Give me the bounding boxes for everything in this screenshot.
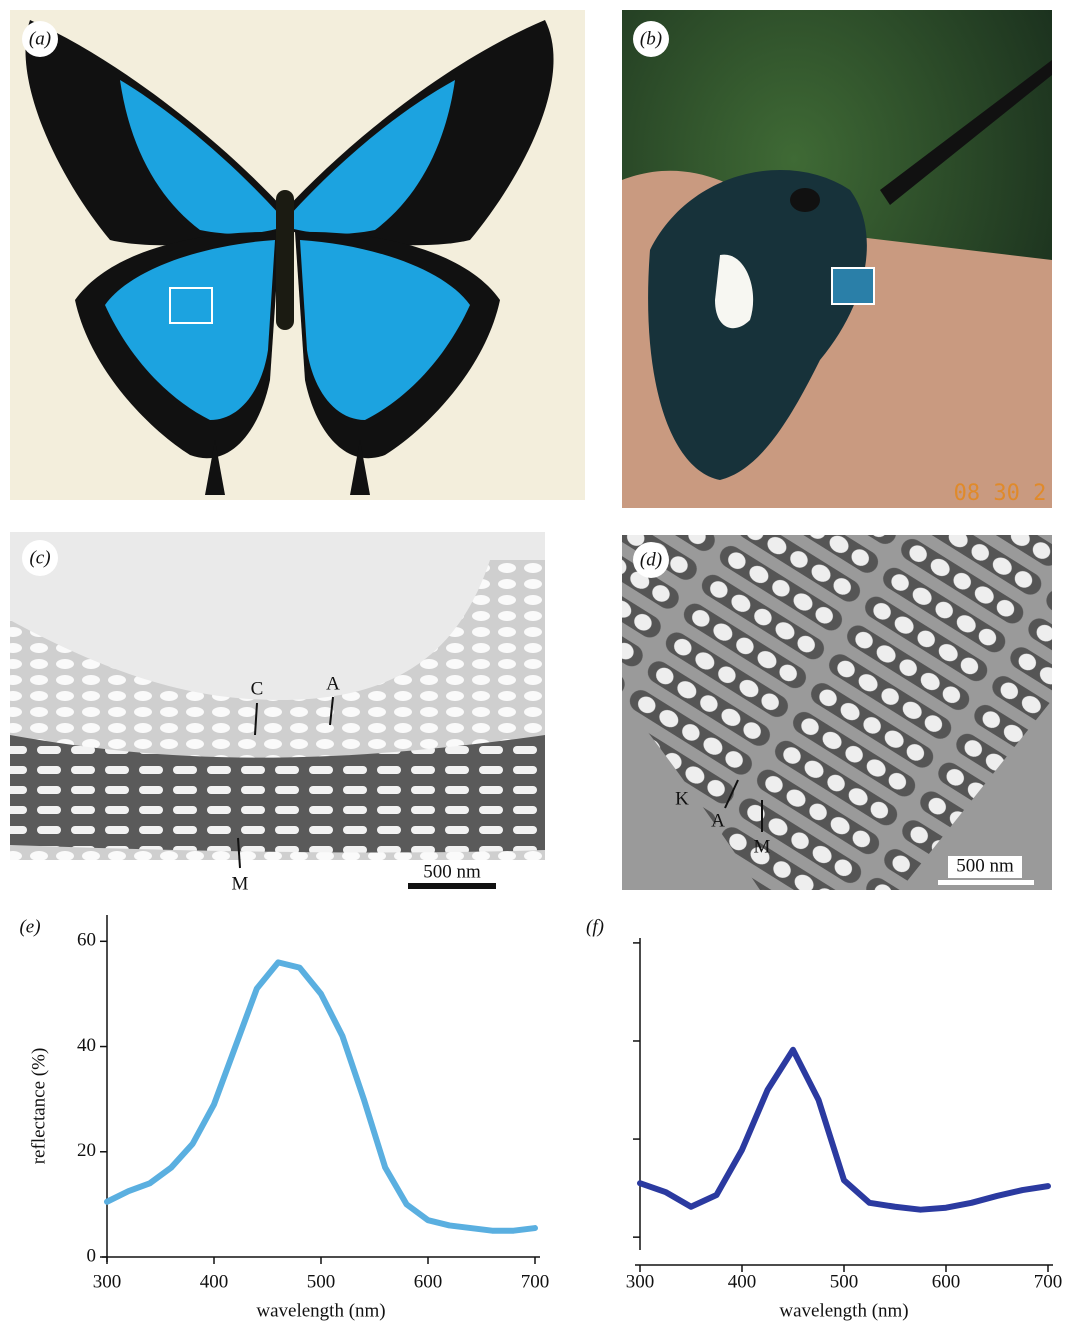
- panel-label: (d): [640, 549, 662, 570]
- timestamp: 08 30 2: [954, 481, 1047, 506]
- arrow: [724, 779, 763, 832]
- beak: [880, 60, 1052, 205]
- x-tick-label: 700: [1034, 1271, 1063, 1292]
- x-tick-label: 300: [626, 1271, 655, 1292]
- highlight-box: [169, 287, 213, 324]
- x-tick-label: 700: [521, 1271, 550, 1292]
- annotation: C: [251, 678, 264, 699]
- panel-b: 08 30 2 (b): [622, 10, 1052, 509]
- multilayer: [10, 735, 545, 853]
- x-tick-label: 600: [414, 1271, 443, 1292]
- scale-bar: [938, 880, 1034, 885]
- white-patch: [715, 254, 754, 329]
- x-tick-label: 500: [307, 1271, 336, 1292]
- panel-c: C A M 500 nm (c): [10, 532, 545, 894]
- panel-label: (f): [586, 916, 604, 937]
- panel-label: (a): [29, 28, 51, 49]
- panel-label: (e): [19, 916, 40, 937]
- y-axis-label: reflectance (%): [28, 1048, 49, 1165]
- data-line: [637, 1046, 1051, 1213]
- panel-label: (c): [29, 547, 50, 568]
- annotation: M: [232, 873, 249, 894]
- y-tick-label: 40: [77, 1035, 96, 1056]
- tails: [205, 440, 370, 495]
- x-axis-label: wavelength (nm): [256, 1300, 385, 1321]
- scale-bar-label: 500 nm: [956, 855, 1014, 876]
- y-tick-label: 60: [77, 930, 96, 951]
- data-line: [104, 959, 538, 1234]
- eye: [790, 188, 820, 212]
- scale-bar-bg: [948, 856, 1022, 878]
- x-tick-label: 400: [728, 1271, 757, 1292]
- melanosomes: [622, 535, 1052, 890]
- scale-bar-label: 500 nm: [423, 861, 481, 882]
- wing-blue: [300, 240, 470, 420]
- wing-blue: [105, 240, 275, 420]
- label-circle: [22, 21, 58, 57]
- annotation: A: [711, 810, 725, 831]
- panel-d: K A M 500 nm (d): [622, 535, 1052, 890]
- label-circle: [633, 542, 669, 578]
- y-tick-label: 0: [87, 1245, 97, 1266]
- x-tick-label: 300: [93, 1271, 122, 1292]
- annotation: K: [675, 788, 689, 809]
- scale-bar: [408, 883, 496, 889]
- x-axis-label: wavelength (nm): [779, 1300, 908, 1321]
- bird: [648, 170, 867, 480]
- body: [276, 190, 294, 330]
- annotation: M: [754, 836, 771, 857]
- y-tick-label: 20: [77, 1140, 96, 1161]
- panel-label: (b): [640, 28, 662, 49]
- arrow: [237, 696, 334, 869]
- wing-blue: [290, 80, 455, 234]
- panel-a: (a): [10, 10, 585, 500]
- wing-blue: [120, 80, 280, 234]
- x-tick-label: 400: [200, 1271, 229, 1292]
- x-tick-label: 600: [932, 1271, 961, 1292]
- label-circle: [633, 21, 669, 57]
- annotation: A: [326, 673, 340, 694]
- highlight-box: [831, 267, 875, 305]
- label-circle: [22, 540, 58, 576]
- x-tick-label: 500: [830, 1271, 859, 1292]
